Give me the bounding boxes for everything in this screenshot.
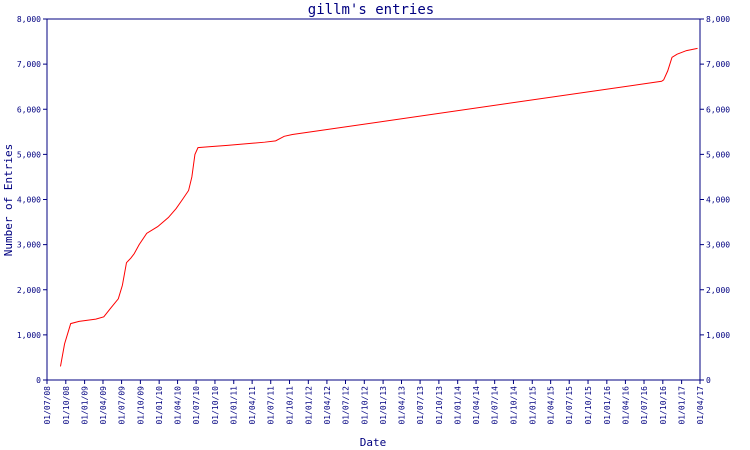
- x-tick-label: 01/04/16: [621, 386, 630, 425]
- x-tick-label: 01/10/13: [435, 386, 444, 425]
- x-tick-label: 01/10/10: [211, 386, 220, 425]
- y-tick-label-left: 0: [36, 376, 41, 385]
- x-tick-label: 01/10/09: [136, 386, 145, 425]
- x-tick-label: 01/04/11: [248, 386, 257, 425]
- x-tick-label: 01/01/12: [304, 386, 313, 425]
- y-tick-label-right: 2,000: [706, 286, 730, 295]
- y-tick-label-left: 7,000: [17, 60, 41, 69]
- x-tick-label: 01/04/15: [547, 386, 556, 425]
- series-layer: [59, 47, 698, 367]
- x-tick-label: 01/07/13: [416, 386, 425, 425]
- x-axis: 01/07/08 01/10/08 01/01/09 01/04/09 01/07/09…: [43, 380, 705, 425]
- y-axis-left: 0 1,000 2,000 3,000 4,000 5,000 6,000 7,000 8,00…: [17, 15, 47, 385]
- x-tick-label: 01/01/17: [678, 386, 687, 425]
- x-tick-label: 01/04/12: [323, 386, 332, 425]
- x-tick-label: 01/04/14: [472, 386, 481, 425]
- y-tick-label-left: 3,000: [17, 241, 41, 250]
- y-tick-label-left: 1,000: [17, 331, 41, 340]
- x-tick-label: 01/07/10: [192, 386, 201, 425]
- x-tick-label: 01/10/15: [584, 386, 593, 425]
- x-tick-label: 01/10/11: [286, 386, 295, 425]
- y-axis-title: Number of Entries: [2, 144, 15, 257]
- x-tick-label: 01/07/15: [565, 386, 574, 425]
- y-tick-label-right: 5,000: [706, 150, 730, 159]
- x-axis-title: Date: [360, 436, 387, 449]
- x-tick-label: 01/07/11: [267, 386, 276, 425]
- y-tick-label-left: 6,000: [17, 105, 41, 114]
- series-line: [59, 47, 698, 367]
- y-tick-label-left: 8,000: [17, 15, 41, 24]
- x-tick-label: 01/07/12: [342, 386, 351, 425]
- x-tick-label: 01/10/16: [659, 386, 668, 425]
- x-tick-label: 01/01/09: [81, 386, 90, 425]
- x-tick-label: 01/01/15: [528, 386, 537, 425]
- y-tick-label-right: 6,000: [706, 105, 730, 114]
- y-tick-label-right: 4,000: [706, 196, 730, 205]
- y-tick-label-right: 1,000: [706, 331, 730, 340]
- x-tick-label: 01/04/10: [174, 386, 183, 425]
- plot-area-frame: [46, 18, 701, 381]
- y-tick-label-right: 7,000: [706, 60, 730, 69]
- y-tick-label-right: 8,000: [706, 15, 730, 24]
- x-tick-label: 01/10/14: [509, 386, 518, 425]
- y-tick-label-right: 3,000: [706, 241, 730, 250]
- x-tick-label: 01/10/12: [360, 386, 369, 425]
- x-tick-label: 01/07/09: [118, 386, 127, 425]
- x-tick-label: 01/04/09: [99, 386, 108, 425]
- x-tick-label: 01/07/14: [491, 386, 500, 425]
- x-tick-label: 01/04/13: [397, 386, 406, 425]
- y-tick-label-left: 2,000: [17, 286, 41, 295]
- y-tick-label-right: 0: [706, 376, 711, 385]
- x-tick-label: 01/01/10: [155, 386, 164, 425]
- y-tick-label-left: 4,000: [17, 196, 41, 205]
- x-tick-label: 01/07/16: [640, 386, 649, 425]
- x-tick-label: 01/01/16: [603, 386, 612, 425]
- y-tick-label-left: 5,000: [17, 150, 41, 159]
- x-tick-label: 01/07/08: [43, 386, 52, 425]
- y-axis-right: 0 1,000 2,000 3,000 4,000 5,000 6,000 7,000 8,00…: [700, 15, 730, 385]
- x-tick-label: 01/01/13: [379, 386, 388, 425]
- x-tick-label: 01/01/14: [454, 386, 463, 425]
- chart-title: gillm's entries: [308, 2, 434, 18]
- x-tick-label: 01/04/17: [696, 386, 705, 425]
- x-tick-label: 01/10/08: [62, 386, 71, 425]
- x-tick-label: 01/01/11: [230, 386, 239, 425]
